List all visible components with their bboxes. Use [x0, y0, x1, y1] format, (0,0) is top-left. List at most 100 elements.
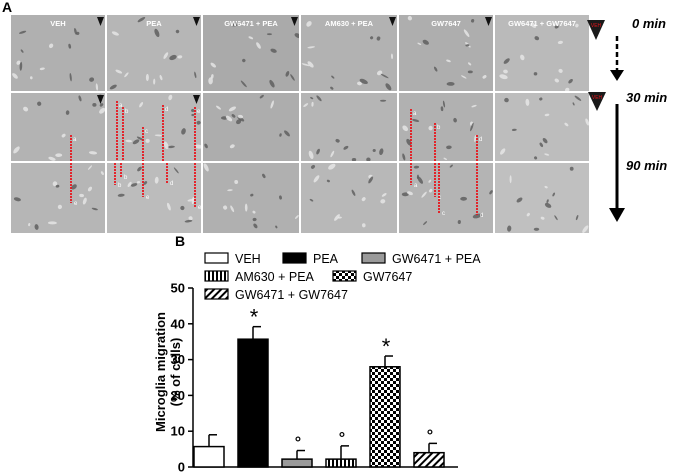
microglia-cell: [328, 163, 336, 170]
corner-marker: [291, 17, 298, 26]
cell-texture: [500, 95, 589, 160]
microglia-cell: [402, 125, 408, 132]
cell-texture: [507, 166, 589, 233]
microglia-cell: [326, 179, 330, 183]
microglia-cell: [423, 221, 428, 226]
microglia-cell: [223, 205, 228, 210]
microglia-cell: [210, 62, 217, 68]
microglia-cell: [331, 75, 335, 79]
corner-marker: [485, 17, 492, 26]
track-letter: b: [125, 109, 129, 115]
microglia-cell: [173, 167, 179, 174]
microglia-cell: [89, 77, 95, 82]
microglia-cell: [568, 78, 573, 84]
microglia-cell: [359, 78, 368, 85]
cell-texture: bb e d e: [114, 163, 201, 223]
micrograph-cell: [203, 93, 299, 161]
microglia-cell: [256, 42, 261, 49]
bar: [325, 458, 357, 468]
y-tick-label: 30: [171, 352, 185, 367]
microglia-cell: [461, 75, 467, 79]
microglia-cell: [184, 219, 193, 223]
microglia-cell: [145, 73, 149, 82]
microglia-cell: [504, 97, 509, 103]
microglia-cell: [572, 102, 575, 106]
microglia-cell: [159, 74, 163, 81]
micrograph-cell: e: [11, 163, 105, 233]
track-letter: e: [146, 195, 150, 201]
microglia-cell: [379, 148, 384, 156]
microglia-cell: [270, 100, 274, 109]
chart-bars: * ° ° * °: [193, 305, 445, 468]
microglia-cell: [311, 164, 315, 169]
legend-label: GW6471 + GW7647: [235, 288, 348, 302]
track-letter: e: [197, 109, 201, 115]
microglia-cell: [65, 110, 70, 115]
legend-swatch: [204, 270, 229, 282]
micrograph-cell: [203, 163, 299, 233]
microglia-cell: [191, 108, 195, 113]
track-letter: d: [170, 181, 173, 187]
microglia-cell: [313, 175, 320, 183]
microglia-cell: [37, 101, 42, 106]
microglia-cell: [507, 225, 512, 232]
microglia-cell: [440, 106, 444, 112]
microglia-cell: [68, 43, 72, 49]
microglia-cell: [554, 25, 559, 29]
microglia-cell: [279, 195, 282, 200]
microglia-cell: [330, 150, 335, 158]
microglia-cell: [167, 145, 175, 149]
microglia-cell: [47, 221, 57, 225]
microglia-cell: [361, 223, 366, 228]
track-letter: e: [74, 201, 78, 207]
bar-chart: VEH PEA GW6471 + PEA AM630 + PEA GW7647 GW647…: [153, 252, 481, 475]
microglia-cell: [99, 103, 104, 107]
microglia-cell: [574, 95, 582, 101]
microglia-cell: [231, 21, 240, 27]
track-letter: b: [118, 183, 122, 189]
microglia-cell: [489, 190, 493, 195]
track-letter: d: [480, 213, 483, 219]
cell-texture: [204, 94, 290, 149]
microglia-cell: [402, 153, 406, 161]
microglia-cell: [417, 42, 422, 45]
micrograph-cell: [301, 163, 397, 233]
microglia-cell: [417, 176, 424, 184]
micrograph-cell: [203, 15, 299, 91]
microglia-cell: [137, 16, 146, 23]
cell-texture: [499, 22, 579, 91]
microglia-cell: [552, 192, 556, 197]
microglia-cell: [554, 78, 560, 83]
microglia-cell: [55, 184, 60, 188]
microglia-cell: [69, 73, 72, 82]
legend-swatch: [332, 270, 357, 282]
y-tick-label: 20: [171, 388, 185, 403]
dashed-arrow: [610, 36, 624, 81]
microglia-cell: [308, 150, 314, 160]
micrograph-cell: a: [11, 93, 105, 161]
microglia-cell: [294, 33, 299, 39]
microglia-cell: [242, 58, 246, 63]
microglia-cell: [471, 104, 477, 108]
legend-swatch: [361, 252, 386, 264]
microglia-cell: [316, 95, 322, 102]
microglia-cell: [18, 30, 27, 34]
microglia-cell: [474, 135, 477, 142]
microglia-cell: [130, 183, 138, 187]
panel-a-letter: A: [2, 0, 13, 15]
microglia-cell: [253, 223, 258, 229]
microglia-cell: [227, 189, 233, 192]
microglia-cell: [228, 106, 236, 112]
microglia-cell: [111, 31, 119, 36]
y-tick-label: 50: [171, 281, 185, 296]
chart-axes: 0 10 20 30 40 50: [171, 281, 458, 475]
legend-swatch: [204, 252, 229, 264]
microglia-cell: [87, 165, 93, 170]
microglia-cell: [453, 117, 457, 123]
microglia-cell: [557, 40, 563, 45]
microglia-cell: [163, 52, 169, 59]
microglia-cell: [29, 76, 33, 80]
cell-texture: a b d: [402, 100, 482, 161]
microglia-cell: [204, 143, 208, 149]
